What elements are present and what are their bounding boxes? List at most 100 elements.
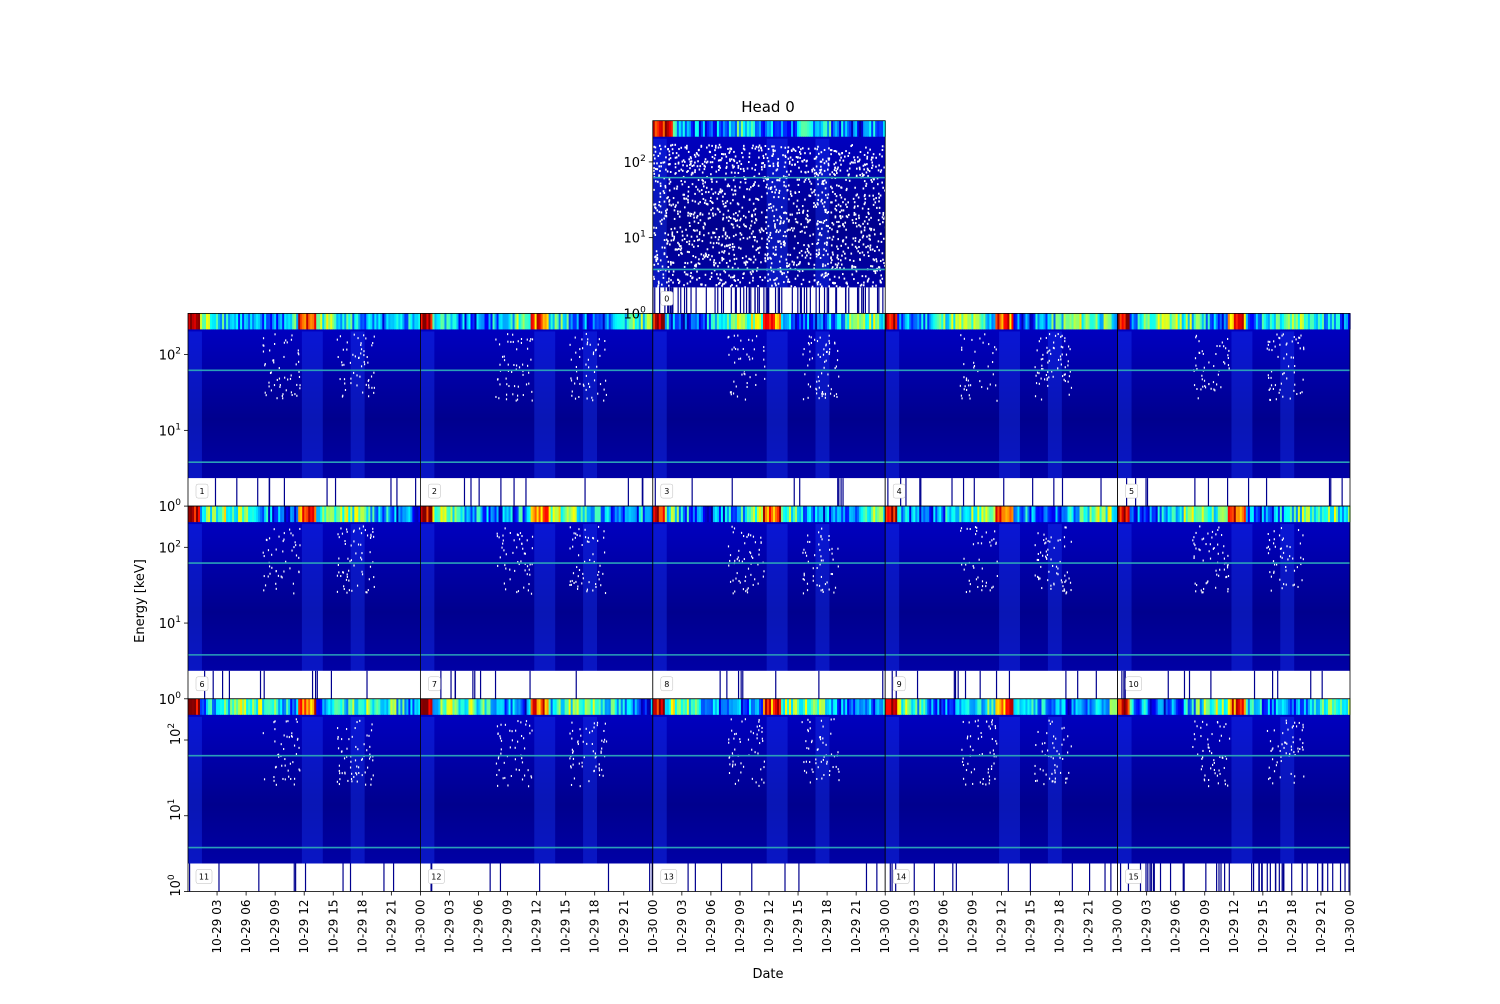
dropout-pixel (806, 160, 808, 162)
dropout-pixel (659, 201, 661, 203)
dropout-pixel (775, 249, 777, 251)
dropout-pixel (719, 211, 721, 213)
dropout-pixel (699, 169, 701, 171)
dropout-pixel (1203, 588, 1204, 590)
dropout-pixel (756, 219, 758, 221)
dropout-pixel (755, 208, 757, 210)
dropout-pixel (594, 379, 595, 381)
dropout-pixel (854, 206, 856, 208)
dropout-pixel (825, 583, 826, 585)
dropout-pixel (702, 258, 704, 260)
dropout-pixel (279, 367, 280, 369)
dropout-pixel (357, 748, 358, 750)
dropout-pixel (720, 159, 722, 161)
dropout-pixel (718, 239, 720, 241)
dropout-pixel (672, 152, 674, 154)
dropout-pixel (855, 222, 857, 224)
dropout-pixel (268, 575, 269, 577)
panel-label: 11 (199, 873, 209, 882)
dropout-pixel (715, 192, 717, 194)
dropout-pixel (969, 580, 970, 582)
dropout-pixel (572, 539, 573, 541)
dropout-pixel (699, 277, 701, 279)
dropout-pixel (811, 768, 812, 770)
dropout-pixel (1208, 383, 1209, 385)
dropout-pixel (704, 256, 706, 258)
dropout-pixel (371, 778, 372, 780)
dropout-pixel (705, 284, 707, 286)
dropout-pixel (276, 397, 277, 399)
dropout-pixel (734, 362, 735, 364)
dropout-pixel (368, 384, 369, 386)
dropout-pixel (823, 591, 824, 593)
dropout-pixel (588, 359, 589, 361)
dropout-pixel (737, 214, 739, 216)
dropout-pixel (569, 584, 570, 586)
dropout-pixel (657, 181, 659, 183)
dropout-pixel (799, 151, 801, 153)
dropout-pixel (745, 576, 746, 578)
dropout-pixel (794, 247, 796, 249)
dropout-pixel (503, 539, 504, 541)
dropout-pixel (372, 342, 373, 344)
dropout-pixel (291, 339, 292, 341)
dropout-pixel (706, 203, 708, 205)
dropout-pixel (781, 146, 783, 148)
dropout-pixel (708, 218, 710, 220)
dropout-pixel (362, 573, 363, 575)
dropout-pixel (728, 565, 729, 567)
dropout-pixel (761, 149, 763, 151)
dropout-pixel (694, 169, 696, 171)
dropout-pixel (298, 361, 299, 363)
dropout-pixel (296, 395, 297, 397)
dropout-pixel (963, 558, 964, 560)
dropout-pixel (578, 554, 579, 556)
dropout-pixel (732, 167, 734, 169)
dropout-pixel (821, 169, 823, 171)
dropout-pixel (337, 727, 338, 729)
dropout-pixel (263, 732, 264, 734)
dropout-pixel (1062, 581, 1063, 583)
dropout-pixel (847, 155, 849, 157)
dropout-pixel (730, 391, 731, 393)
dropout-pixel (286, 720, 287, 722)
dropout-pixel (513, 341, 514, 343)
dropout-pixel (826, 360, 827, 362)
dropout-pixel (737, 396, 738, 398)
dropout-pixel (797, 221, 799, 223)
dropout-pixel (1036, 382, 1037, 384)
dropout-pixel (1038, 372, 1039, 374)
dropout-pixel (837, 264, 839, 266)
dropout-pixel (758, 721, 759, 723)
dropout-pixel (366, 591, 367, 593)
dropout-pixel (735, 220, 737, 222)
dropout-pixel (820, 356, 821, 358)
dropout-pixel (791, 164, 793, 166)
dropout-pixel (852, 219, 854, 221)
dropout-pixel (369, 758, 370, 760)
dropout-pixel (870, 179, 872, 181)
dropout-pixel (742, 277, 744, 279)
dropout-pixel (808, 262, 810, 264)
dropout-pixel (684, 262, 686, 264)
dropout-pixel (836, 170, 838, 172)
dropout-pixel (1207, 533, 1208, 535)
dropout-pixel (810, 253, 812, 255)
dropout-pixel (799, 261, 801, 263)
dropout-pixel (836, 393, 837, 395)
dropout-pixel (723, 153, 725, 155)
dropout-pixel (585, 536, 586, 538)
dropout-pixel (504, 762, 505, 764)
dropout-pixel (777, 163, 779, 165)
dropout-pixel (497, 733, 498, 735)
dropout-pixel (973, 543, 974, 545)
dropout-pixel (1062, 585, 1063, 587)
dropout-pixel (526, 720, 527, 722)
dropout-pixel (718, 236, 720, 238)
dropout-pixel (289, 567, 290, 569)
dropout-pixel (733, 254, 735, 256)
dropout-pixel (837, 230, 839, 232)
dropout-pixel (824, 242, 826, 244)
dropout-pixel (805, 218, 807, 220)
dropout-pixel (503, 549, 504, 551)
